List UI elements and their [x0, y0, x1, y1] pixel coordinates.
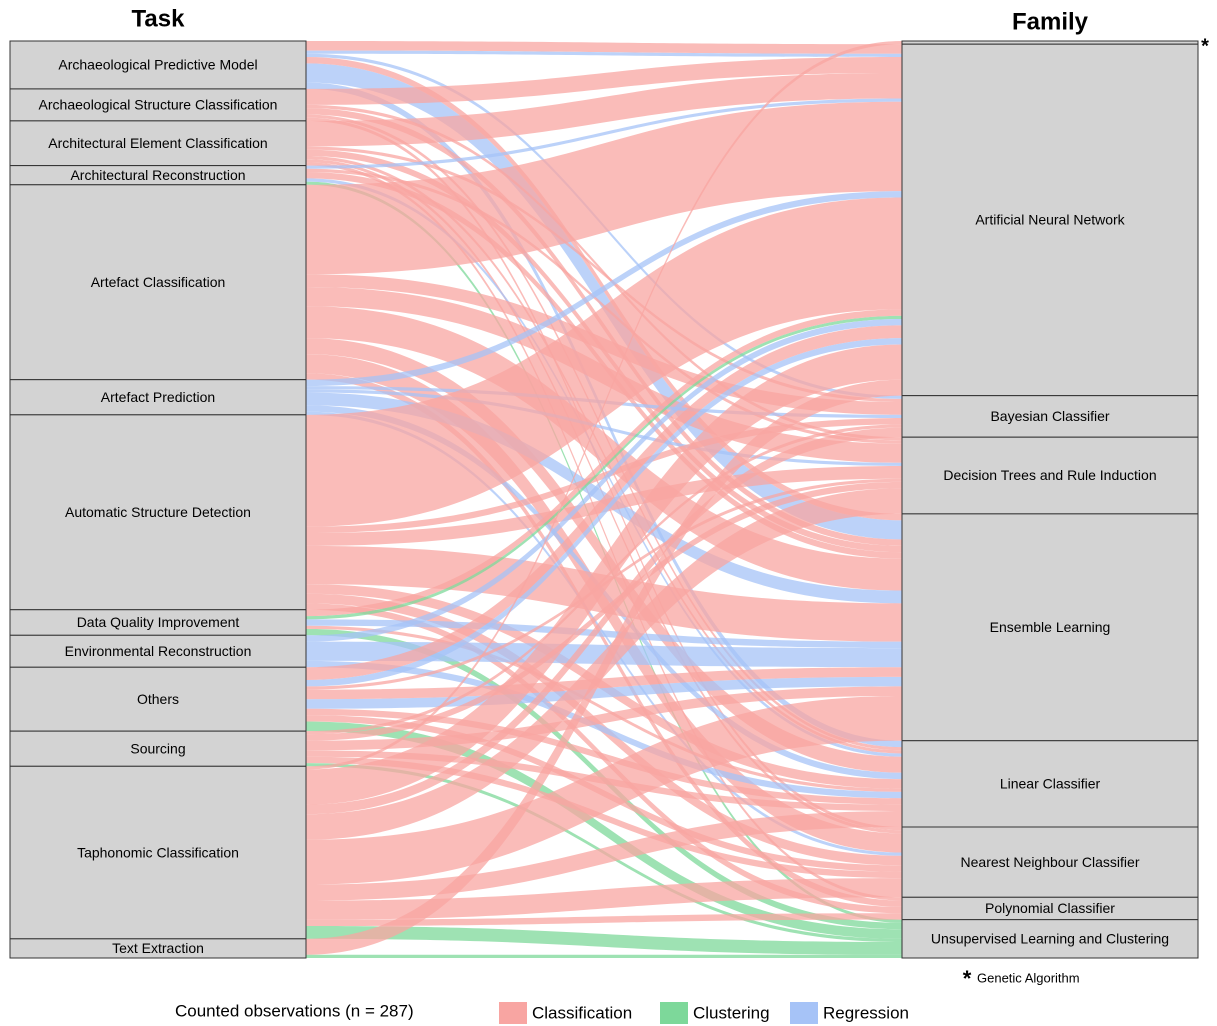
family-label: Linear Classifier — [1000, 776, 1101, 792]
family-node — [901, 513, 1199, 742]
task-label: Architectural Reconstruction — [70, 167, 245, 183]
flow — [306, 418, 902, 534]
flow — [306, 318, 902, 642]
task-label: Artefact Classification — [91, 274, 226, 290]
task-node — [9, 120, 307, 167]
task-label: Archaeological Structure Classification — [39, 97, 278, 113]
flow — [306, 954, 902, 958]
flow — [306, 72, 902, 147]
legend-label: Regression — [823, 1003, 909, 1022]
flow — [306, 389, 902, 466]
legend-title: Counted observations (n = 287) — [175, 1001, 414, 1020]
legend-label: Classification — [532, 1003, 632, 1022]
flow — [306, 50, 902, 57]
flow — [306, 309, 902, 617]
task-node — [9, 414, 307, 611]
task-node — [9, 379, 307, 416]
flow — [306, 325, 902, 681]
task-node — [9, 609, 307, 636]
flow — [306, 101, 902, 275]
task-label: Text Extraction — [112, 940, 204, 956]
task-node — [9, 184, 307, 381]
flow — [306, 427, 902, 815]
flow — [306, 708, 902, 805]
task-label: Environmental Reconstruction — [65, 643, 252, 659]
flow — [306, 41, 902, 770]
family-node — [901, 826, 1199, 898]
family-label: Artificial Neural Network — [975, 212, 1125, 228]
family-node — [901, 919, 1199, 959]
legend-swatch — [660, 1002, 688, 1024]
flow — [306, 41, 902, 54]
task-node — [9, 765, 307, 940]
footnote-text: Genetic Algorithm — [977, 970, 1080, 985]
family-label: * — [1201, 35, 1209, 57]
flow — [306, 625, 902, 792]
family-node — [901, 395, 1199, 438]
flow — [306, 926, 902, 955]
flow — [306, 146, 902, 403]
legend-swatch — [499, 1002, 527, 1024]
flow — [306, 191, 902, 387]
family-label: Decision Trees and Rule Induction — [943, 467, 1156, 483]
task-label: Archaeological Predictive Model — [58, 57, 257, 73]
flow — [306, 162, 902, 901]
flow — [306, 686, 902, 751]
family-node — [901, 43, 1199, 397]
flow — [306, 338, 902, 773]
legend: Classification Clustering Regression — [499, 1002, 909, 1024]
flow — [306, 373, 902, 907]
flow — [306, 545, 902, 642]
family-node — [901, 436, 1199, 515]
nodes: Archaeological Predictive Model Archaeolo… — [9, 35, 1209, 959]
flow — [306, 344, 902, 805]
flow — [306, 878, 902, 920]
flow — [306, 315, 902, 620]
flow — [306, 56, 902, 105]
flow — [306, 197, 902, 527]
flows — [306, 41, 902, 958]
flow — [306, 811, 902, 901]
task-label: Artefact Prediction — [101, 389, 215, 405]
task-label: Sourcing — [130, 740, 185, 756]
flow — [306, 481, 902, 741]
flow — [306, 756, 902, 879]
flow — [306, 306, 902, 591]
legend-label: Clustering — [693, 1003, 770, 1022]
family-label: Nearest Neighbour Classifier — [961, 854, 1140, 870]
family-label: Unsupervised Learning and Clustering — [931, 931, 1169, 947]
legend-swatch — [790, 1002, 818, 1024]
task-label: Automatic Structure Detection — [65, 504, 251, 520]
right-title: Family — [1012, 8, 1089, 35]
left-title: Task — [132, 5, 186, 32]
flow — [306, 660, 902, 799]
flow — [306, 338, 902, 687]
task-node — [9, 666, 307, 732]
flow — [306, 913, 902, 927]
flow — [306, 721, 902, 939]
task-label: Others — [137, 691, 179, 707]
family-label: Bayesian Classifier — [990, 408, 1109, 424]
task-label: Taphonomic Classification — [77, 844, 239, 860]
task-label: Data Quality Improvement — [77, 614, 240, 630]
flow — [306, 619, 902, 649]
flow — [306, 696, 902, 885]
flow — [306, 379, 902, 955]
flow — [306, 63, 902, 540]
family-label: Polynomial Classifier — [985, 900, 1115, 916]
task-label: Architectural Element Classification — [48, 135, 267, 151]
footnote-symbol: * — [963, 966, 972, 991]
task-node — [9, 730, 307, 767]
task-node — [9, 938, 307, 959]
family-label: Ensemble Learning — [990, 619, 1111, 635]
flow — [306, 98, 902, 169]
